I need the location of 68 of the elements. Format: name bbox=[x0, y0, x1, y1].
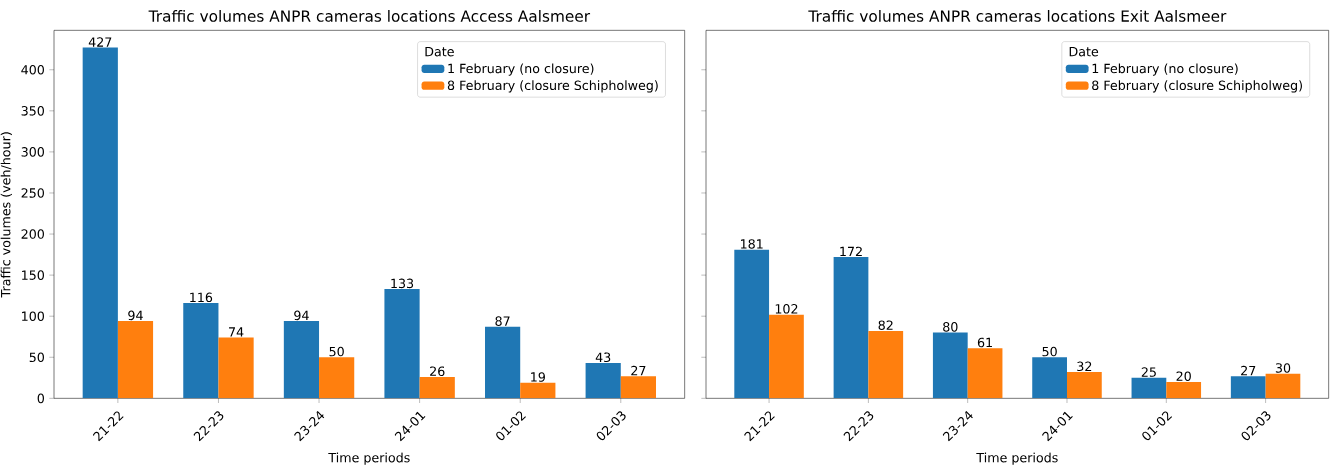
data-label: 133 bbox=[391, 278, 414, 289]
data-label: 32 bbox=[1077, 361, 1092, 372]
y-tick-label: 0 bbox=[37, 393, 44, 404]
bar bbox=[319, 357, 355, 399]
y-axis-title: Traffic volumes (veh/hour) bbox=[0, 132, 12, 298]
data-label: 30 bbox=[1275, 363, 1291, 373]
bar bbox=[384, 289, 420, 399]
bar bbox=[769, 314, 804, 399]
data-label: 43 bbox=[595, 352, 611, 363]
data-label: 61 bbox=[977, 337, 992, 348]
legend-title: Date bbox=[1069, 46, 1099, 57]
data-label: 427 bbox=[88, 37, 112, 47]
data-label: 19 bbox=[531, 372, 545, 382]
y-tick-label: 350 bbox=[21, 106, 44, 116]
bar bbox=[1230, 376, 1266, 399]
bar bbox=[485, 326, 521, 399]
data-label: 27 bbox=[631, 365, 646, 376]
chart-title: Traffic volumes ANPR cameras locations Exit Aalsmeer bbox=[808, 9, 1227, 22]
bar bbox=[734, 249, 770, 399]
bar bbox=[620, 376, 656, 399]
bar bbox=[967, 348, 1003, 399]
data-label: 116 bbox=[190, 292, 213, 303]
data-label: 50 bbox=[329, 346, 344, 357]
y-tick-label: 100 bbox=[22, 311, 44, 321]
bar bbox=[868, 330, 904, 399]
bar bbox=[117, 321, 154, 399]
y-tick-label: 300 bbox=[21, 147, 44, 157]
x-axis-title: Time periods bbox=[328, 452, 410, 465]
data-label: 94 bbox=[294, 310, 309, 321]
data-label: 74 bbox=[229, 327, 244, 337]
legend-label: 8 February (closure Schipholweg) bbox=[447, 80, 658, 93]
y-tick-label: 400 bbox=[21, 64, 44, 75]
legend-title: Date bbox=[425, 46, 454, 57]
y-tick-label: 150 bbox=[22, 270, 44, 280]
data-label: 20 bbox=[1176, 371, 1191, 381]
data-label: 82 bbox=[878, 320, 893, 331]
x-axis-title: Time periods bbox=[976, 452, 1058, 465]
data-label: 25 bbox=[1141, 367, 1156, 377]
data-label: 102 bbox=[775, 304, 798, 314]
legend-label: 1 February (no closure) bbox=[448, 63, 594, 76]
bar bbox=[82, 47, 118, 399]
bar bbox=[1066, 372, 1102, 399]
data-label: 27 bbox=[1241, 365, 1256, 376]
bar bbox=[1032, 357, 1067, 399]
data-label: 80 bbox=[943, 322, 958, 332]
y-tick-label: 250 bbox=[21, 188, 44, 198]
bar bbox=[283, 321, 320, 399]
data-label: 87 bbox=[495, 316, 510, 326]
data-label: 181 bbox=[741, 239, 763, 249]
y-tick-label: 50 bbox=[29, 352, 44, 363]
bar bbox=[218, 337, 254, 399]
y-tick-label: 200 bbox=[21, 229, 44, 239]
bar bbox=[932, 332, 968, 399]
data-label: 50 bbox=[1042, 346, 1057, 357]
data-label: 94 bbox=[128, 310, 143, 321]
bar bbox=[585, 363, 621, 399]
chart-title: Traffic volumes ANPR cameras locations Access Aalsmeer bbox=[148, 9, 591, 22]
bar bbox=[833, 257, 869, 399]
bar bbox=[520, 382, 556, 399]
bar bbox=[419, 376, 455, 399]
legend-label: 1 February (no closure) bbox=[1092, 63, 1238, 76]
data-label: 172 bbox=[840, 246, 862, 257]
legend-label: 8 February (closure Schipholweg) bbox=[1092, 80, 1302, 93]
bar bbox=[1131, 377, 1167, 399]
bar bbox=[183, 303, 219, 399]
data-label: 26 bbox=[430, 366, 445, 377]
bar bbox=[1265, 373, 1301, 399]
bar bbox=[1166, 381, 1202, 399]
